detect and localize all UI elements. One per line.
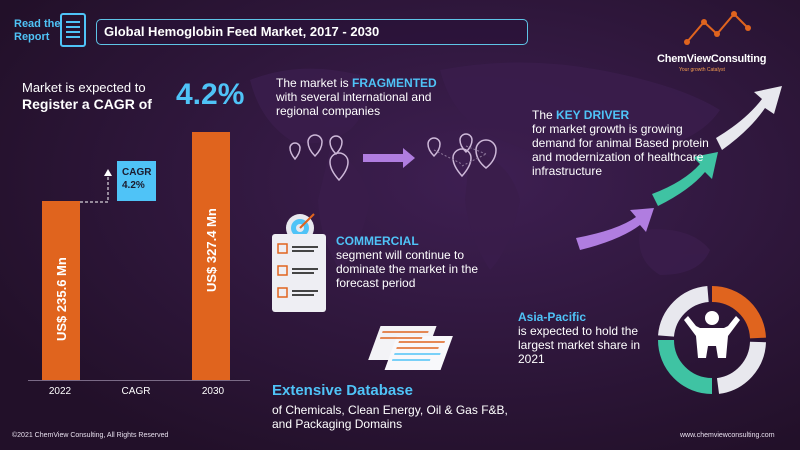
- cagr-badge-value: 4.2%: [122, 180, 145, 191]
- cagr-badge-label: CAGR: [122, 167, 152, 178]
- commercial-rest: segment will continue to dominate the ma…: [336, 248, 479, 290]
- x-tick-2030: 2030: [201, 386, 225, 397]
- logo-tagline: Your growth Catalyst: [679, 67, 725, 73]
- database-sheets-icon: [368, 326, 453, 370]
- driver-highlight: KEY DRIVER: [556, 108, 630, 122]
- cagr-lead-line1: Market is expected to: [22, 80, 146, 95]
- document-icon[interactable]: [60, 13, 86, 47]
- fragmented-pre: The market is: [276, 76, 353, 90]
- cagr-value: 4.2%: [176, 78, 245, 111]
- x-tick-2022: 2022: [48, 386, 72, 397]
- x-axis-line: [28, 380, 250, 381]
- driver-text: The KEY DRIVER for market growth is grow…: [532, 108, 722, 178]
- donut-person-icon: [658, 285, 766, 394]
- footer-copyright: ©2021 ChemView Consulting, All Rights Re…: [12, 432, 169, 439]
- read-report-line2: Report: [14, 31, 50, 43]
- footer-website[interactable]: www.chemviewconsulting.com: [680, 432, 775, 439]
- cagr-lead-line2: Register a CAGR of: [22, 96, 152, 112]
- commercial-text: COMMERCIAL segment will continue to domi…: [336, 234, 486, 290]
- bar-2022-value-label: US$ 235.6 Mn: [54, 257, 69, 342]
- region-highlight: Asia-Pacific: [518, 310, 587, 324]
- bar-2030-value-label: US$ 327.4 Mn: [204, 207, 219, 292]
- growth-arrows-icon: [576, 86, 782, 250]
- read-report-line1: Read the: [14, 18, 61, 30]
- market-bar-chart: US$ 235.6 Mn US$ 327.4 Mn 2022 CAGR 2030: [0, 0, 260, 450]
- world-map-silhouette: [250, 62, 720, 275]
- region-rest: is expected to hold the largest market s…: [518, 324, 641, 366]
- database-title: Extensive Database: [272, 382, 413, 399]
- fragmented-text: The market is FRAGMENTED with several in…: [276, 76, 476, 118]
- bar-2022: [42, 201, 80, 380]
- location-pins-icon: [289, 133, 497, 182]
- driver-pre: The: [532, 108, 557, 122]
- region-text: Asia-Pacific is expected to hold the lar…: [518, 310, 658, 366]
- checklist-target-icon: [272, 213, 326, 312]
- bar-2030: [192, 131, 230, 380]
- cagr-badge: CAGR 4.2%: [117, 161, 156, 201]
- x-tick-cagr: CAGR: [121, 386, 151, 397]
- logo-chart-icon: [684, 11, 751, 45]
- title-box: [96, 19, 528, 45]
- commercial-highlight: COMMERCIAL: [336, 234, 419, 248]
- driver-rest: for market growth is growing demand for …: [532, 122, 709, 178]
- logo-name: ChemViewConsulting: [657, 53, 767, 65]
- cagr-connector-arrow: [80, 169, 112, 203]
- page-title: Global Hemoglobin Feed Market, 2017 - 20…: [104, 24, 380, 39]
- database-subtitle: of Chemicals, Clean Energy, Oil & Gas F&…: [272, 403, 508, 431]
- fragmented-highlight: FRAGMENTED: [352, 76, 437, 90]
- fragmented-rest: with several international and regional …: [276, 90, 432, 118]
- read-report-link[interactable]: Read the Report: [14, 18, 60, 44]
